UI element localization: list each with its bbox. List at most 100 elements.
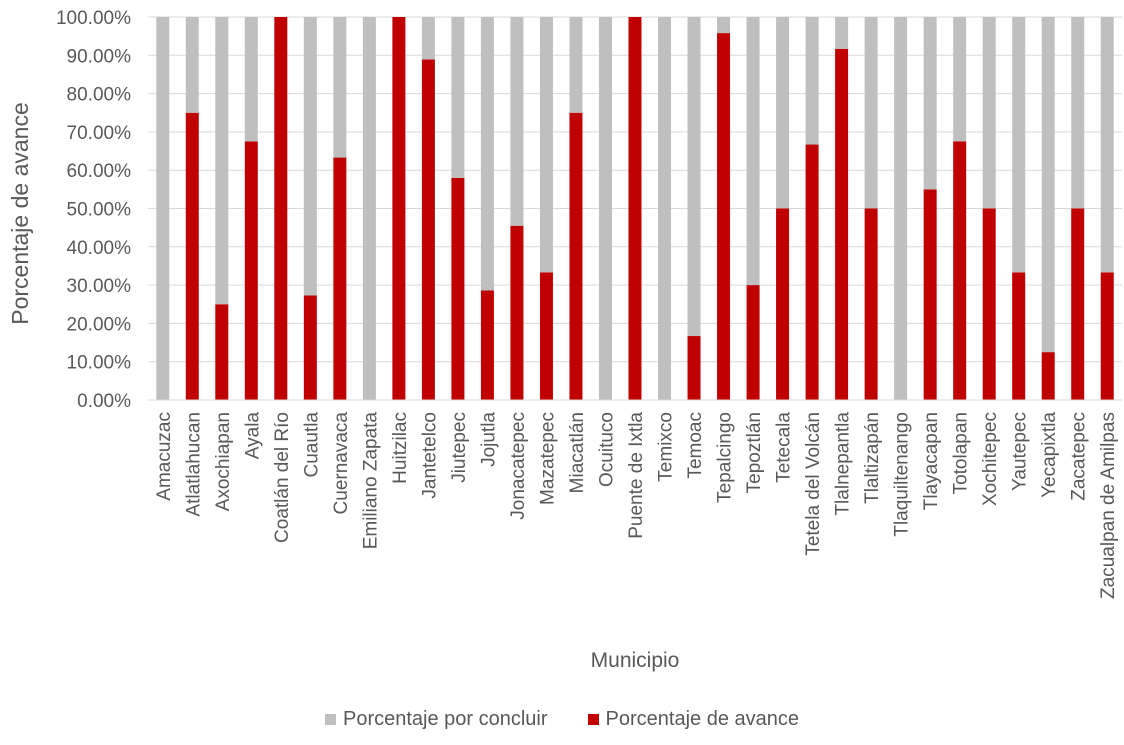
bar-segment [805,17,819,145]
bar-segment [480,17,494,291]
bar-segment [628,17,642,400]
bar-segment [982,208,996,400]
x-tick-label: Tlaltizapán [862,412,883,504]
x-tick-label: Axochiapan [213,412,234,511]
x-tick-label: Zacualpan de Amilpas [1098,412,1119,599]
axes: 0.00% 10.00% 20.00% 30.00% 40.00% 50.00% 60.00… [56,8,1122,599]
bar-segment [805,144,819,400]
bar-segment [569,112,583,400]
y-tick-label: 70.00% [67,123,132,144]
x-tick-label: Tlalnepantla [833,412,854,516]
bar-segment [1041,352,1055,400]
bar-segment [687,336,701,400]
x-tick-label: Totolapan [951,412,972,494]
bar-segment [746,285,760,400]
bar-segment [746,17,760,286]
bar-segment [185,17,199,113]
legend-item-avance: Porcentaje de avance [587,708,800,731]
bar-segment [1100,17,1114,273]
x-tick-label: Puente de Ixtla [626,412,647,539]
x-tick-label: Tlayacapan [921,412,942,510]
y-tick-label: 20.00% [67,314,132,335]
y-tick-label: 40.00% [67,238,132,259]
x-tick-label: Mazatepec [537,412,558,505]
x-tick-label: Temoac [685,412,706,479]
bar-segment [953,17,967,142]
bar-segment [510,225,524,400]
x-tick-label: Tepalcingo [715,412,736,503]
bar-segment [598,17,612,400]
x-tick-label: Tlaquiltenango [892,412,913,537]
x-tick-label: Huitzilac [390,412,411,484]
y-tick-label: 30.00% [67,276,132,297]
bar-segment [1012,272,1026,400]
bar-segment [215,17,229,305]
legend: Porcentaje por concluir Porcentaje de av… [0,708,1124,731]
bar-segment [539,17,553,273]
bar-segment [1071,208,1085,400]
bar-segment [215,304,229,400]
x-tick-label: Miacatlán [567,412,588,493]
bar-segment [185,112,199,400]
bar-segment [392,17,406,400]
bar-segment [156,17,170,400]
bar-segment [835,17,849,49]
y-tick-label: 100.00% [56,8,131,29]
bars [156,17,1114,400]
bar-segment [717,17,731,34]
legend-swatch-avance [587,714,599,725]
bar-segment [864,208,878,400]
bar-segment [894,17,908,400]
bar-segment [1041,17,1055,353]
bar-segment [362,17,376,400]
bar-segment [658,17,672,400]
y-tick-label: 0.00% [77,391,131,412]
bar-segment [923,17,937,190]
y-axis-title: Porcentaje de avance [7,102,33,325]
bar-segment [480,290,494,400]
x-tick-label: Coatlán del Río [272,412,293,543]
x-tick-label: Tepoztlán [744,412,765,493]
bar-segment [421,59,435,400]
bar-segment [303,295,317,400]
x-tick-label: Ocuituco [596,412,617,487]
legend-label-avance: Porcentaje de avance [605,708,800,730]
x-tick-label: Zacatepec [1069,412,1090,501]
bar-segment [835,48,849,400]
x-tick-label: Jiutepec [449,412,470,483]
bar-segment [717,33,731,400]
legend-item-por-concluir: Porcentaje por concluir [324,708,548,731]
bar-segment [333,157,347,400]
bar-segment [303,17,317,296]
x-tick-label: Xochitepec [980,412,1001,506]
bar-segment [569,17,583,113]
y-tick-label: 90.00% [67,46,132,67]
bar-segment [510,17,524,226]
x-tick-label: Temixco [656,412,677,482]
bar-segment [451,17,465,178]
x-tick-label: Jonacatepec [508,412,529,520]
x-tick-label: Emiliano Zapata [360,412,381,550]
x-tick-label: Yecapixtla [1039,412,1060,498]
bar-segment [539,272,553,400]
x-tick-label: Cuautla [301,412,322,478]
x-axis-title: Municipio [591,649,680,672]
x-tick-label: Tetecala [774,412,795,483]
bar-segment [864,17,878,209]
x-tick-label: Tetela del Volcán [803,412,824,556]
bar-segment [274,17,288,400]
y-tick-label: 80.00% [67,85,132,106]
bar-segment [244,17,258,142]
x-tick-label: Yautepec [1010,412,1031,491]
y-tick-label: 50.00% [67,200,132,221]
bar-segment [451,177,465,400]
x-tick-label: Ayala [242,412,263,460]
bar-segment [923,189,937,400]
y-tick-label: 10.00% [67,353,132,374]
x-tick-label: Atlatlahucan [183,412,204,517]
bar-segment [333,17,347,158]
bar-segment [244,141,258,400]
x-tick-label: Amacuzac [154,412,175,501]
